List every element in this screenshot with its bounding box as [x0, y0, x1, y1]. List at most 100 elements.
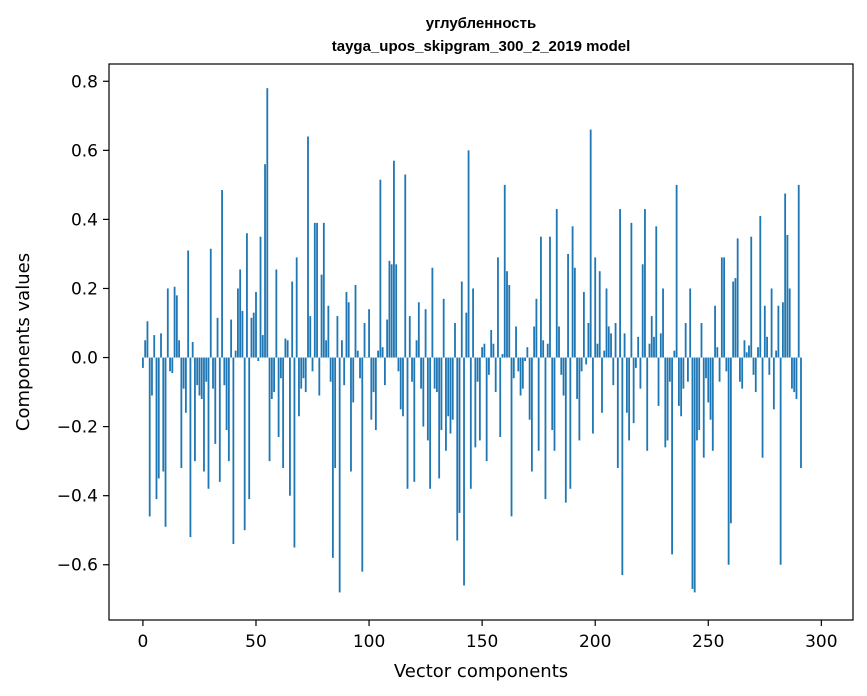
bar-104 [377, 351, 379, 358]
y-tick-label-0: −0.6 [57, 556, 98, 576]
bar-92 [350, 358, 352, 472]
bar-103 [375, 358, 377, 431]
bar-19 [185, 358, 187, 413]
bar-217 [633, 358, 635, 424]
bar-273 [759, 216, 761, 358]
bar-287 [791, 358, 793, 389]
bar-269 [750, 237, 752, 358]
bar-5 [153, 335, 155, 357]
bar-235 [673, 351, 675, 358]
bar-244 [694, 358, 696, 593]
bar-198 [590, 130, 592, 358]
bar-56 [269, 358, 271, 462]
bar-17 [180, 358, 182, 469]
bar-134 [445, 358, 447, 451]
bar-147 [474, 358, 476, 448]
bar-221 [642, 264, 644, 357]
bar-89 [343, 358, 345, 386]
bar-20 [187, 250, 189, 357]
bar-133 [443, 299, 445, 358]
bar-242 [689, 288, 691, 357]
y-tick-label-1: −0.4 [57, 487, 98, 507]
bar-112 [395, 264, 397, 357]
bar-30 [210, 249, 212, 358]
bar-138 [454, 323, 456, 358]
bar-250 [707, 358, 709, 403]
bar-274 [762, 358, 764, 458]
bar-23 [194, 358, 196, 462]
bar-51 [257, 358, 259, 361]
x-tick-label-5: 250 [692, 632, 724, 652]
bar-25 [199, 358, 201, 396]
bar-95 [357, 351, 359, 358]
bar-222 [644, 209, 646, 357]
bar-285 [787, 235, 789, 358]
bar-114 [400, 358, 402, 410]
bar-272 [757, 347, 759, 357]
bar-170 [526, 347, 528, 357]
y-tick-label-4: 0.2 [71, 279, 98, 299]
bar-99 [366, 358, 368, 359]
bar-224 [649, 344, 651, 358]
bar-63 [284, 339, 286, 358]
bar-152 [486, 358, 488, 462]
bar-26 [201, 358, 203, 399]
bar-41 [235, 351, 237, 358]
bar-29 [208, 358, 210, 489]
bar-153 [488, 358, 490, 375]
bar-284 [784, 194, 786, 358]
bar-91 [348, 302, 350, 357]
bar-160 [504, 185, 506, 358]
bar-44 [242, 311, 244, 358]
bar-107 [384, 358, 386, 386]
bar-9 [162, 358, 164, 472]
bar-220 [640, 358, 642, 389]
bar-45 [244, 358, 246, 531]
bar-90 [346, 292, 348, 358]
bar-162 [508, 285, 510, 358]
bar-53 [262, 335, 264, 357]
bar-69 [298, 358, 300, 417]
bar-192 [576, 358, 578, 399]
bar-183 [556, 209, 558, 357]
bar-6 [156, 358, 158, 500]
bar-275 [764, 306, 766, 358]
bar-128 [431, 268, 433, 358]
bar-139 [456, 358, 458, 541]
bar-65 [289, 358, 291, 496]
bar-219 [637, 337, 639, 358]
bar-142 [463, 358, 465, 586]
bar-15 [176, 295, 178, 357]
x-axis-label: Vector components [394, 661, 568, 682]
bar-155 [493, 344, 495, 358]
bar-111 [393, 161, 395, 358]
bar-57 [271, 358, 273, 399]
bar-2 [147, 321, 149, 357]
bars-group [142, 88, 802, 592]
bar-290 [798, 185, 800, 358]
bar-248 [703, 358, 705, 458]
bar-78 [318, 358, 320, 396]
bar-62 [282, 358, 284, 469]
bar-184 [558, 326, 560, 357]
bar-105 [379, 180, 381, 358]
bar-117 [407, 358, 409, 489]
bar-47 [248, 358, 250, 500]
bar-214 [626, 358, 628, 413]
bar-136 [450, 358, 452, 434]
bar-75 [312, 358, 314, 372]
bar-70 [300, 358, 302, 389]
bar-172 [531, 358, 533, 472]
bar-49 [253, 313, 255, 358]
bar-102 [373, 358, 375, 393]
bar-24 [196, 358, 198, 386]
bar-247 [701, 323, 703, 358]
bar-82 [327, 306, 329, 358]
bar-129 [434, 358, 436, 389]
bar-145 [470, 358, 472, 489]
x-axis-ticks: 0 50 100 150 200 250 300 [138, 620, 838, 652]
bar-266 [744, 340, 746, 357]
bar-218 [635, 358, 637, 368]
bar-141 [461, 282, 463, 358]
bar-261 [732, 282, 734, 358]
